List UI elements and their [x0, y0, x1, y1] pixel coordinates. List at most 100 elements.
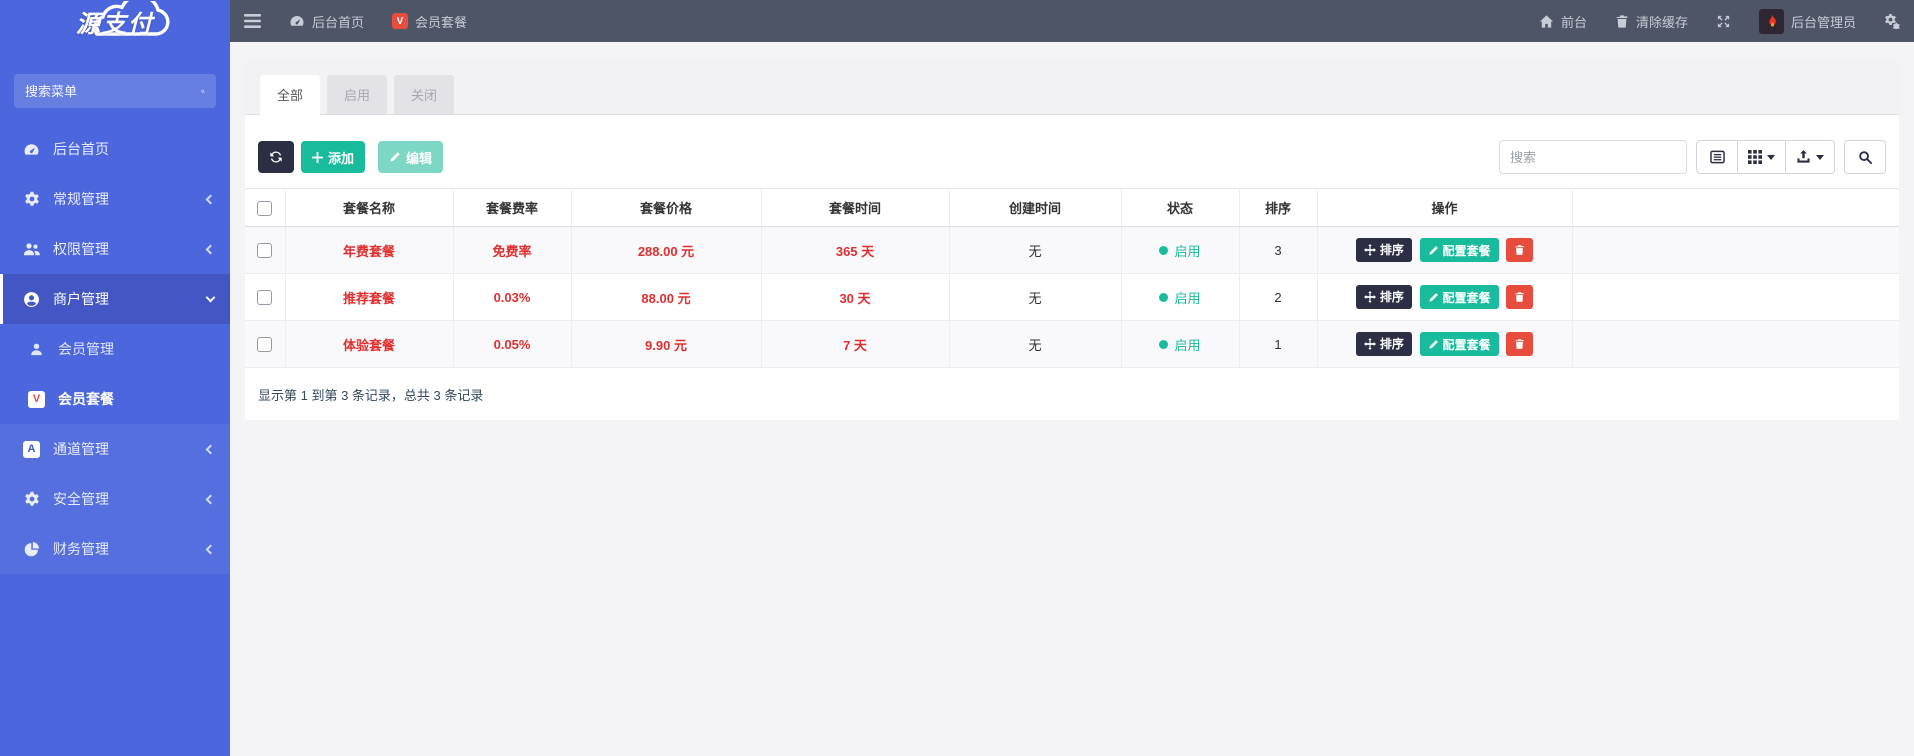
admin-user-menu[interactable]: 后台管理员 [1745, 0, 1870, 42]
sidebar-toggle-button[interactable] [230, 0, 275, 42]
home-icon [1539, 14, 1554, 28]
trash-icon [1515, 244, 1524, 255]
top-navbar: 后台首页 V 会员套餐 前台 清除缓存 后台管理员 [230, 0, 1914, 42]
configure-package-button[interactable]: 配置套餐 [1419, 238, 1499, 263]
nav-tab-dashboard[interactable]: 后台首页 [275, 0, 378, 42]
sidebar-item-dashboard[interactable]: 后台首页 [0, 124, 230, 174]
cell-sort: 3 [1238, 226, 1317, 274]
status-badge: 启用 [1159, 241, 1201, 260]
clear-cache-button[interactable]: 清除缓存 [1601, 0, 1702, 42]
select-all-checkbox[interactable] [257, 200, 273, 216]
sidebar-search [14, 74, 216, 108]
sidebar-search-input[interactable] [25, 83, 201, 99]
v-badge-icon: V [392, 13, 409, 29]
gear-icon [22, 491, 41, 507]
search-icon [1858, 150, 1872, 164]
sort-button[interactable]: 排序 [1355, 237, 1412, 262]
sidebar-item-member-packages[interactable]: V 会员套餐 [0, 374, 230, 424]
plus-icon [312, 151, 323, 163]
row-checkbox[interactable] [257, 243, 273, 259]
settings-button[interactable] [1870, 0, 1914, 42]
sidebar-menu: 后台首页 常规管理 权限管理 商户管理 [0, 124, 230, 574]
chevron-left-icon [205, 494, 216, 504]
cogs-icon [22, 191, 41, 207]
tab-enabled[interactable]: 启用 [327, 75, 388, 114]
column-header-rate: 套餐费率 [452, 188, 571, 227]
chevron-left-icon [205, 444, 216, 454]
row-checkbox[interactable] [257, 290, 273, 306]
column-header-name: 套餐名称 [284, 188, 453, 227]
cell-package-price: 88.00 元 [570, 273, 761, 321]
sidebar-item-channels[interactable]: A 通道管理 [0, 424, 230, 474]
user-icon [27, 342, 46, 357]
sort-button[interactable]: 排序 [1355, 284, 1412, 309]
record-summary: 显示第 1 到第 3 条记录，总共 3 条记录 [258, 388, 484, 403]
cell-package-duration: 30 天 [760, 273, 949, 321]
nav-tab-label: 后台首页 [312, 14, 365, 30]
cell-package-price: 9.90 元 [570, 320, 761, 368]
export-button[interactable] [1786, 140, 1835, 174]
edit-button[interactable]: 编辑 [378, 141, 444, 173]
column-header-price: 套餐价格 [570, 188, 761, 227]
search-button[interactable] [1844, 140, 1886, 174]
sidebar-item-general[interactable]: 常规管理 [0, 174, 230, 224]
configure-package-button[interactable]: 配置套餐 [1419, 285, 1499, 310]
sort-button[interactable]: 排序 [1355, 331, 1412, 356]
sidebar-item-merchant[interactable]: 商户管理 [0, 274, 230, 324]
add-button[interactable]: 添加 [301, 141, 366, 173]
cell-package-rate: 0.03% [452, 273, 571, 321]
delete-button[interactable] [1506, 237, 1534, 262]
main-area: 后台首页 V 会员套餐 前台 清除缓存 后台管理员 [230, 0, 1914, 756]
columns-icon [1748, 150, 1762, 164]
dashboard-icon [22, 141, 41, 158]
cell-package-rate: 免费率 [452, 226, 571, 274]
tab-disabled[interactable]: 关闭 [394, 75, 455, 114]
fullscreen-button[interactable] [1702, 0, 1745, 42]
column-header-duration: 套餐时间 [760, 188, 949, 227]
dashboard-icon [290, 16, 304, 26]
edit-button-label: 编辑 [406, 150, 433, 166]
trash-icon [1515, 338, 1524, 349]
status-dot-icon [1159, 339, 1169, 349]
sidebar-item-permissions[interactable]: 权限管理 [0, 224, 230, 274]
nav-tab-member-packages[interactable]: V 会员套餐 [378, 0, 481, 42]
caret-down-icon [1816, 154, 1824, 160]
merchant-icon [22, 291, 41, 308]
users-icon [22, 241, 41, 257]
move-icon [1363, 243, 1376, 256]
configure-package-button[interactable]: 配置套餐 [1419, 332, 1499, 357]
sidebar-item-members[interactable]: 会员管理 [0, 324, 230, 374]
column-header-sort: 排序 [1238, 188, 1317, 227]
column-header-filler [1571, 188, 1899, 227]
search-icon [201, 89, 205, 93]
sidebar-item-security[interactable]: 安全管理 [0, 474, 230, 524]
column-header-status: 状态 [1120, 188, 1239, 227]
sidebar-item-finance[interactable]: 财务管理 [0, 524, 230, 574]
column-header-created: 创建时间 [948, 188, 1121, 227]
detail-view-button[interactable] [1696, 140, 1738, 174]
cell-created-time: 无 [948, 226, 1121, 274]
cell-sort: 1 [1238, 320, 1317, 368]
table-row: 体验套餐 0.05% 9.90 元 7 天 无 启用 1 排序 配置套餐 [245, 320, 1899, 368]
status-dot-icon [1159, 292, 1169, 302]
cell-created-time: 无 [948, 320, 1121, 368]
delete-button[interactable] [1506, 331, 1534, 356]
tab-all[interactable]: 全部 [260, 75, 321, 115]
columns-button[interactable] [1738, 140, 1786, 174]
chevron-left-icon [205, 244, 216, 254]
row-checkbox[interactable] [257, 337, 273, 353]
table-search-input[interactable] [1499, 140, 1687, 174]
page-content: 全部 启用 关闭 添加 编辑 [230, 42, 1914, 756]
status-badge: 启用 [1159, 288, 1201, 307]
refresh-button[interactable] [258, 141, 294, 173]
cell-package-duration: 365 天 [760, 226, 949, 274]
frontend-link[interactable]: 前台 [1525, 0, 1601, 42]
sidebar-item-label: 会员套餐 [58, 391, 114, 407]
delete-button[interactable] [1506, 284, 1534, 309]
export-icon [1797, 150, 1810, 163]
app-logo: 源支付 [0, 0, 230, 42]
chevron-left-icon [205, 544, 216, 554]
cell-filler [1571, 226, 1899, 274]
pencil-icon [1428, 292, 1438, 302]
cell-filler [1571, 273, 1899, 321]
